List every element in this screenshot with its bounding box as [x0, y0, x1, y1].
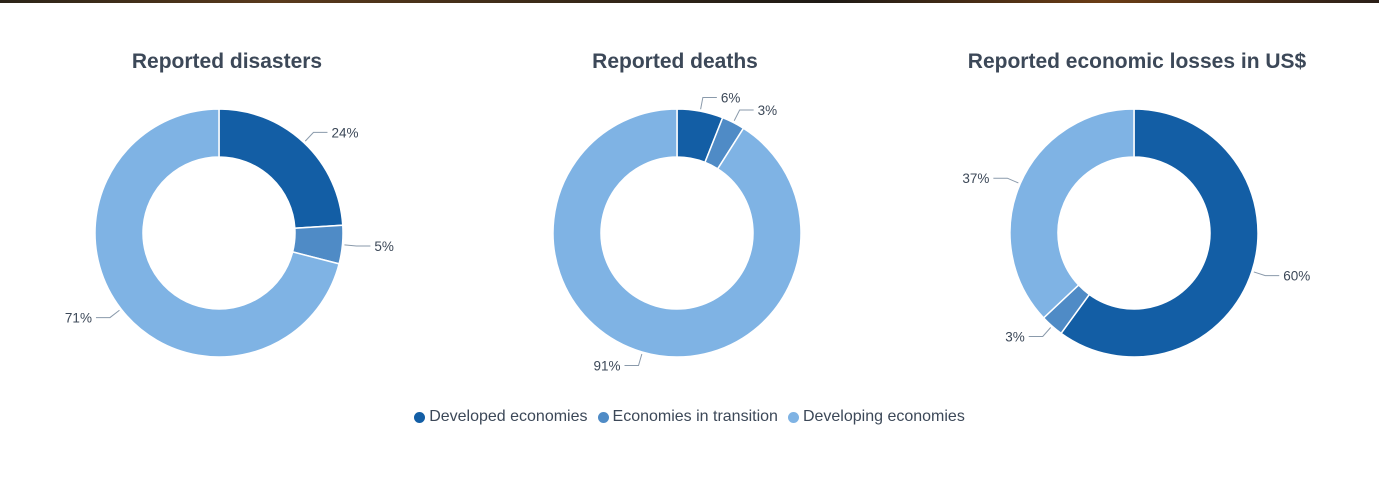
data-label-disasters-developing: 71%: [65, 311, 92, 326]
leader-line-disasters-transition: [344, 244, 371, 247]
donut-segment-losses-developed: [1060, 108, 1259, 358]
chart-title-losses: Reported economic losses in US$: [967, 50, 1307, 73]
donut-segment-disasters-developing: [94, 108, 341, 358]
data-label-deaths-transition: 3%: [758, 103, 778, 118]
donut-segment-losses-developing: [1009, 108, 1135, 319]
data-label-deaths-developed: 6%: [721, 90, 741, 105]
chart-title-deaths: Reported deaths: [592, 50, 758, 73]
leader-line-deaths-developed: [700, 96, 717, 110]
data-label-disasters-transition: 5%: [374, 239, 394, 254]
top-banner-strip: [0, 0, 1379, 3]
legend-dot-transition: [597, 411, 609, 423]
chart-title-disasters: Reported disasters: [131, 50, 323, 73]
donut-segment-deaths-developing: [552, 108, 802, 358]
legend-dot-developing: [787, 411, 799, 423]
legend: Developed economies Economies in transit…: [0, 408, 1379, 426]
data-label-losses-transition: 3%: [1005, 330, 1025, 345]
leader-line-losses-transition: [1028, 327, 1052, 338]
legend-item-transition: Economies in transition: [597, 408, 778, 426]
data-label-losses-developed: 60%: [1283, 269, 1310, 284]
leader-line-disasters-developing: [95, 309, 120, 319]
donut-segment-disasters-developed: [218, 108, 344, 230]
legend-label-developed: Developed economies: [429, 408, 588, 425]
leader-line-disasters-developed: [304, 131, 328, 142]
data-label-losses-developing: 37%: [962, 171, 989, 186]
leader-line-deaths-developing: [624, 353, 643, 367]
data-label-disasters-developed: 24%: [331, 125, 358, 140]
legend-label-developing: Developing economies: [802, 408, 965, 425]
leader-line-losses-developing: [993, 177, 1019, 184]
legend-label-transition: Economies in transition: [612, 408, 778, 425]
leader-line-losses-developed: [1253, 271, 1280, 277]
data-label-deaths-developing: 91%: [593, 359, 620, 374]
leader-line-deaths-transition: [733, 109, 754, 121]
legend-item-developing: Developing economies: [787, 408, 965, 426]
legend-dot-developed: [414, 411, 426, 423]
legend-item-developed: Developed economies: [414, 408, 588, 426]
